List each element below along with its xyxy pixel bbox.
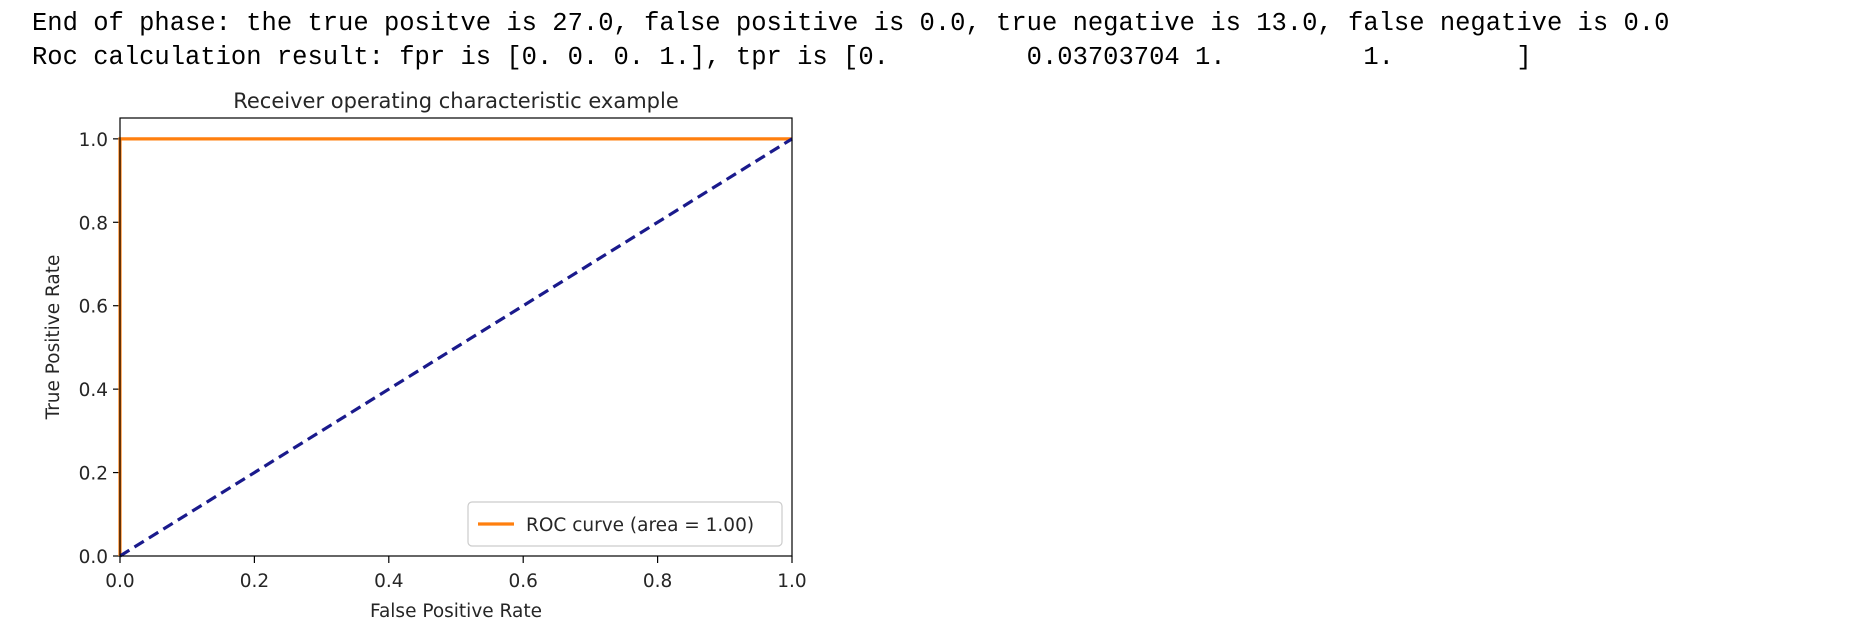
y-tick-label: 0.6: [79, 297, 108, 318]
x-tick-label: 0.2: [240, 571, 269, 592]
x-tick-label: 0.0: [105, 571, 134, 592]
legend-box: [467, 501, 783, 547]
diagonal-reference-line: [119, 137, 793, 558]
y-tick-label: 0.8: [79, 213, 108, 234]
y-axis-label: True Positive Rate: [43, 255, 64, 421]
y-axis-ticks: 0.0 0.2 0.4 0.6 0.8 1.0: [79, 130, 120, 568]
legend: ROC curve (area = 1.00): [467, 501, 783, 547]
y-tick-label: 0.0: [79, 547, 108, 568]
x-axis-ticks: 0.0 0.2 0.4 0.6 0.8 1.0: [105, 556, 807, 592]
legend-label: ROC curve (area = 1.00): [526, 515, 754, 536]
output-line-confusion-counts: End of phase: the true positve is 27.0, …: [32, 9, 1670, 38]
x-tick-label: 0.8: [643, 571, 672, 592]
axes-frame: [119, 117, 793, 557]
y-tick-label: 0.4: [79, 380, 108, 401]
x-tick-label: 1.0: [777, 571, 806, 592]
x-tick-label: 0.6: [508, 571, 537, 592]
chart-title: Receiver operating characteristic exampl…: [233, 89, 679, 113]
y-tick-label: 0.2: [79, 464, 108, 485]
x-axis-label: False Positive Rate: [370, 601, 542, 622]
y-tick-label: 1.0: [79, 130, 108, 151]
output-line-roc-result: Roc calculation result: fpr is [0. 0. 0.…: [32, 43, 1532, 72]
plot-lines: [118, 137, 793, 558]
x-tick-label: 0.4: [374, 571, 403, 592]
